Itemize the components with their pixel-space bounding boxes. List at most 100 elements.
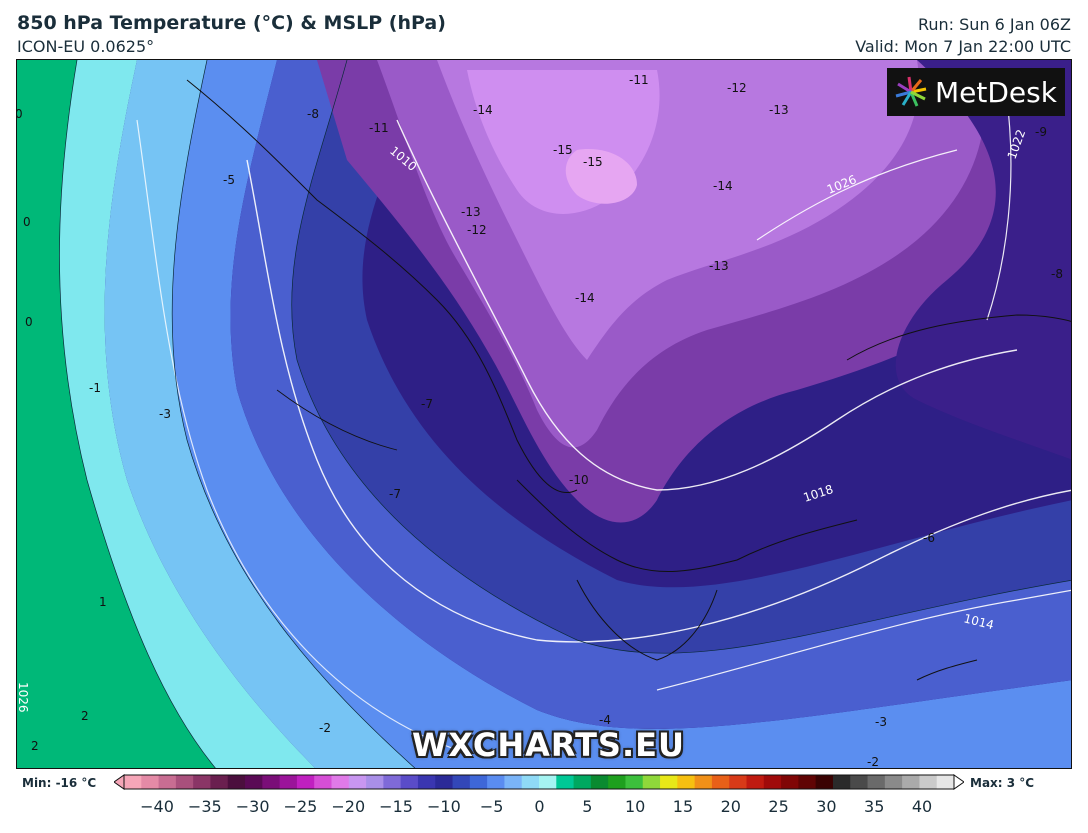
colorbar-swatch (262, 775, 281, 789)
colorbar-swatch (193, 775, 211, 789)
temp-label: -3 (159, 407, 171, 421)
temp-label: -7 (421, 397, 433, 411)
temp-label: 0 (25, 315, 33, 329)
colorbar-tick-label: −25 (283, 797, 318, 816)
colorbar-swatch (711, 775, 730, 789)
chart-title: 850 hPa Temperature (°C) & MSLP (hPa) (17, 12, 446, 34)
temp-label: -12 (467, 223, 487, 237)
temp-label: -8 (307, 107, 319, 121)
temp-label: -5 (223, 173, 235, 187)
colorbar-swatch (314, 775, 332, 789)
watermark: WXCHARTS.EU (412, 726, 685, 764)
colorbar-swatch (573, 775, 592, 789)
temp-label: -8 (1051, 267, 1063, 281)
temp-label: -3 (875, 715, 887, 729)
colorbar-tick-label: −40 (140, 797, 174, 816)
temp-label: -15 (583, 155, 603, 169)
metdesk-sun-icon (895, 76, 927, 107)
colorbar-swatch (850, 775, 869, 789)
colorbar-swatch (210, 775, 229, 789)
temp-label: -6 (923, 531, 935, 545)
temp-label: -7 (389, 487, 401, 501)
colorbar-swatch (729, 775, 747, 789)
colorbar-swatch (677, 775, 696, 789)
temp-label: 0 (23, 215, 31, 229)
colorbar-swatch (556, 775, 575, 789)
colorbar-swatch (487, 775, 505, 789)
pressure-label: 1026 (17, 682, 30, 713)
colorbar-swatch (400, 775, 419, 789)
colorbar-ticks: −40 −35 −30 −25 −20 −15 −10 −5 0 5 10 15 20 25 30 35 40 (0, 797, 1088, 819)
colorbar-right-arrow (953, 774, 964, 790)
temp-label: 2 (31, 739, 39, 753)
colorbar-tick-label: −35 (187, 797, 222, 816)
colorbar-swatch (227, 775, 246, 789)
colorbar-swatch (469, 775, 488, 789)
colorbar-swatch (884, 775, 903, 789)
model-label: ICON-EU 0.0625° (17, 37, 155, 56)
temp-label: -14 (713, 179, 733, 193)
colorbar-swatch (608, 775, 626, 789)
colorbar-swatch (902, 775, 920, 789)
colorbar-swatch (660, 775, 678, 789)
colorbar-swatch (435, 775, 454, 789)
colorbar-swatch (590, 775, 609, 789)
colorbar-tick-label: 40 (911, 797, 933, 816)
temp-label: -14 (575, 291, 595, 305)
colorbar-tick-label: −5 (479, 797, 504, 816)
colorbar-swatch (504, 775, 523, 789)
temp-label: 0 (17, 107, 23, 121)
temp-label: -2 (867, 755, 879, 769)
colorbar-tick-label: 30 (816, 797, 837, 816)
colorbar-swatch (417, 775, 436, 789)
colorbar-tick-label: 15 (672, 797, 694, 816)
temp-label: -14 (473, 103, 493, 117)
colorbar-swatch (175, 775, 194, 789)
temp-label: -2 (319, 721, 331, 735)
logo-text: MetDesk (935, 75, 1057, 109)
colorbar-swatch (521, 775, 540, 789)
colorbar-swatch (694, 775, 713, 789)
colorbar-tick-label: 10 (624, 797, 646, 816)
colorbar-swatch (539, 775, 557, 789)
colorbar-tick-label: 0 (534, 797, 545, 816)
temp-label: -9 (1035, 125, 1047, 139)
colorbar-tick-label: −20 (331, 797, 366, 816)
colorbar-tick-label: −30 (235, 797, 270, 816)
colorbar-swatch (781, 775, 799, 789)
colorbar-swatch (296, 775, 315, 789)
colorbar-min-label: Min: -16 °C (22, 776, 97, 790)
colorbar-max-label: Max: 3 °C (970, 776, 1035, 790)
temp-label: -11 (629, 73, 649, 87)
temp-label: -15 (553, 143, 573, 157)
colorbar-tick-label: 20 (720, 797, 741, 816)
colorbar-swatch (798, 775, 817, 789)
colorbar-swatch (936, 775, 955, 789)
run-label: Run: Sun 6 Jan 06Z (917, 15, 1071, 34)
colorbar-swatch (625, 775, 644, 789)
weather-map: -11 -12 -13 -14 -15 -15 -14 -13 -12 -14 … (16, 59, 1072, 769)
temp-label: -13 (709, 259, 729, 273)
temp-label: -12 (727, 81, 747, 95)
colorbar-gradient (114, 774, 964, 790)
colorbar-swatch (245, 775, 263, 789)
colorbar-swatch (383, 775, 402, 789)
colorbar-swatch (642, 775, 661, 789)
colorbar-swatch (279, 775, 298, 789)
colorbar-swatch (919, 775, 938, 789)
temp-label: 1 (99, 595, 107, 609)
colorbar-tick-label: 25 (768, 797, 789, 816)
temp-label: -4 (599, 713, 611, 727)
colorbar-swatch (763, 775, 782, 789)
colorbar-tick-label: 5 (582, 797, 593, 816)
colorbar-swatch (141, 775, 160, 789)
metdesk-logo: MetDesk (887, 68, 1065, 116)
temp-label: -1 (89, 381, 101, 395)
temp-label: -11 (369, 121, 389, 135)
temp-label: -13 (769, 103, 789, 117)
colorbar-swatch (331, 775, 350, 789)
colorbar: Min: -16 °C Max: 3 °C (0, 772, 1088, 792)
colorbar-border (123, 774, 955, 790)
colorbar-tick-label: 35 (864, 797, 885, 816)
temperature-field: -11 -12 -13 -14 -15 -15 -14 -13 -12 -14 … (17, 60, 1071, 769)
